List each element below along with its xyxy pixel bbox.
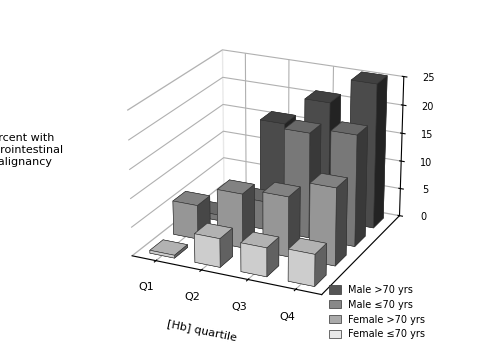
Text: Percent with
gastrointestinal
malignancy: Percent with gastrointestinal malignancy <box>0 134 64 166</box>
X-axis label: [Hb] quartile: [Hb] quartile <box>166 319 238 343</box>
Legend: Male >70 yrs, Male ≤70 yrs, Female >70 yrs, Female ≤70 yrs: Male >70 yrs, Male ≤70 yrs, Female >70 y… <box>329 285 426 340</box>
